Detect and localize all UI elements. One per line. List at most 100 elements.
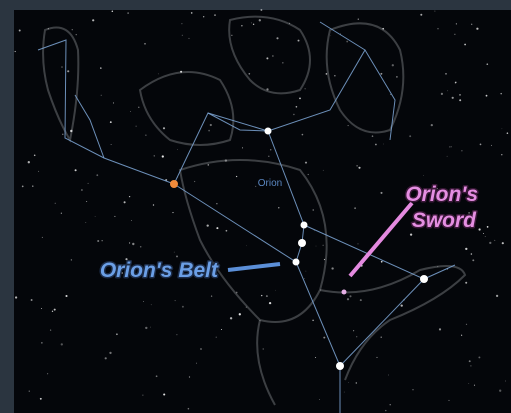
background-star bbox=[409, 135, 411, 137]
background-star bbox=[132, 243, 134, 245]
background-star bbox=[181, 23, 182, 24]
background-star bbox=[242, 147, 243, 148]
background-star bbox=[163, 393, 165, 395]
star bbox=[293, 259, 300, 266]
background-star bbox=[447, 156, 448, 157]
background-star bbox=[353, 330, 354, 331]
background-star bbox=[491, 145, 492, 146]
background-star bbox=[447, 90, 448, 91]
background-star bbox=[29, 391, 30, 392]
background-star bbox=[439, 328, 441, 330]
background-star bbox=[380, 73, 382, 75]
background-star bbox=[356, 382, 357, 383]
background-star bbox=[471, 253, 473, 255]
background-star bbox=[110, 121, 112, 123]
background-star bbox=[85, 222, 86, 223]
star-chart: Orion Orion's Belt Orion's Sword bbox=[0, 0, 511, 413]
background-star bbox=[476, 28, 478, 30]
background-star bbox=[315, 357, 316, 358]
background-star bbox=[153, 204, 154, 205]
background-star bbox=[208, 130, 210, 132]
background-star bbox=[55, 203, 56, 204]
background-star bbox=[76, 34, 77, 35]
background-star bbox=[263, 348, 264, 349]
background-star bbox=[75, 169, 77, 171]
background-star bbox=[61, 66, 63, 68]
background-star bbox=[306, 271, 307, 272]
background-star bbox=[296, 106, 298, 108]
star bbox=[301, 222, 308, 229]
background-star bbox=[479, 228, 481, 230]
background-star bbox=[486, 63, 488, 65]
background-star bbox=[357, 243, 358, 244]
background-star bbox=[145, 327, 147, 329]
background-star bbox=[130, 111, 131, 112]
background-star bbox=[372, 135, 374, 137]
background-star bbox=[28, 161, 30, 163]
background-star bbox=[40, 398, 42, 400]
background-star bbox=[97, 240, 99, 242]
background-star bbox=[109, 352, 111, 354]
background-star bbox=[47, 373, 48, 374]
background-star bbox=[305, 162, 307, 164]
background-star bbox=[507, 132, 509, 134]
background-star bbox=[501, 154, 502, 155]
background-star bbox=[113, 102, 114, 103]
background-star bbox=[176, 255, 178, 257]
background-star bbox=[177, 149, 178, 150]
background-star bbox=[319, 399, 320, 400]
background-star bbox=[42, 237, 43, 238]
background-star bbox=[100, 67, 102, 69]
background-star bbox=[143, 301, 144, 302]
background-star bbox=[138, 107, 139, 108]
background-star bbox=[236, 176, 237, 177]
background-star bbox=[41, 308, 42, 309]
background-star bbox=[203, 16, 204, 17]
background-star bbox=[390, 404, 391, 405]
constellation-name: Orion bbox=[258, 178, 282, 189]
background-star bbox=[377, 357, 378, 358]
background-star bbox=[207, 224, 209, 226]
background-star bbox=[216, 337, 217, 338]
background-star bbox=[124, 201, 126, 203]
background-star bbox=[449, 146, 450, 147]
nebula-star bbox=[342, 290, 347, 295]
background-star bbox=[268, 156, 269, 157]
background-star bbox=[231, 35, 232, 36]
background-star bbox=[200, 348, 201, 349]
background-star bbox=[253, 24, 254, 25]
background-star bbox=[480, 144, 482, 146]
background-star bbox=[19, 30, 21, 32]
background-star bbox=[445, 73, 446, 74]
background-star bbox=[323, 337, 325, 339]
background-star bbox=[151, 304, 152, 305]
background-star bbox=[381, 337, 382, 338]
star bbox=[298, 239, 306, 247]
background-star bbox=[182, 306, 184, 308]
background-star bbox=[360, 299, 362, 301]
background-star bbox=[116, 333, 118, 335]
background-star bbox=[221, 329, 222, 330]
background-star bbox=[214, 14, 216, 16]
background-star bbox=[455, 82, 456, 83]
background-star bbox=[266, 57, 268, 59]
background-star bbox=[65, 295, 67, 297]
star bbox=[336, 362, 344, 370]
background-star bbox=[461, 150, 462, 151]
background-star bbox=[156, 375, 158, 377]
background-star bbox=[412, 389, 413, 390]
background-star bbox=[469, 360, 471, 362]
background-star bbox=[216, 227, 218, 229]
background-star bbox=[41, 342, 42, 343]
background-star bbox=[396, 76, 398, 78]
star bbox=[170, 180, 178, 188]
background-star bbox=[112, 11, 114, 13]
background-star bbox=[358, 19, 359, 20]
background-star bbox=[241, 25, 242, 26]
background-star bbox=[230, 317, 232, 319]
background-star bbox=[348, 382, 349, 383]
background-star bbox=[270, 149, 271, 150]
background-star bbox=[331, 267, 333, 269]
background-star bbox=[276, 37, 278, 39]
background-star bbox=[278, 207, 279, 208]
